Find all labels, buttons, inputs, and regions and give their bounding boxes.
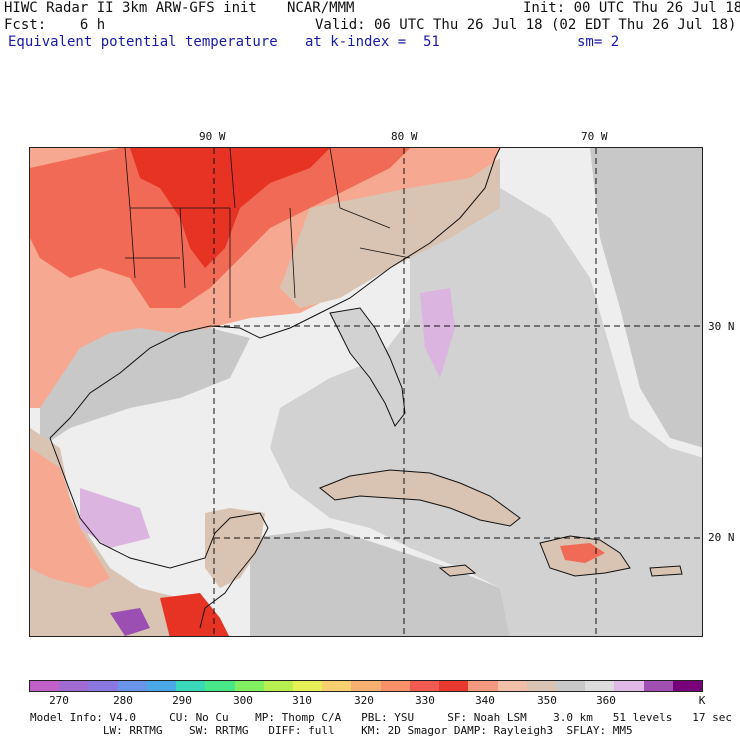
colorbar-tick-label: 360	[596, 694, 616, 707]
mexico-warm	[30, 448, 110, 588]
caribbean-gray	[250, 528, 510, 636]
footer-model-info: Model Info: V4.0 CU: No Cu MP: Thomp C/A…	[30, 711, 732, 724]
colorbar-tick-label: 350	[537, 694, 557, 707]
colorbar-swatch	[555, 681, 586, 691]
puerto-rico	[649, 565, 683, 577]
gulf-gray	[40, 318, 250, 448]
jamaica	[438, 564, 477, 577]
atlantic-gray-east	[590, 148, 702, 448]
southeast-tan	[280, 158, 500, 308]
mexico-coastline	[49, 437, 269, 629]
colorbar-swatch	[88, 681, 118, 691]
colorbar-swatch	[322, 681, 352, 691]
colorbar-tick-label: 320	[354, 694, 374, 707]
colorbar-tick-label: 340	[475, 694, 495, 707]
colorbar-swatch	[409, 681, 440, 691]
valid-time: Valid: 06 UTC Thu 26 Jul 18 (02 EDT Thu …	[315, 17, 737, 33]
lavender-patch-gulf	[80, 488, 150, 548]
theta-e-map	[29, 147, 703, 637]
central-america-red	[160, 593, 229, 636]
purple-patch-pacific	[110, 608, 150, 636]
colorbar-tick-label: 300	[233, 694, 253, 707]
colorbar-swatch	[497, 681, 527, 691]
lon-label-70w: 70 W	[581, 130, 608, 143]
lon-label-90w: 90 W	[199, 130, 226, 143]
colorbar-swatch	[439, 681, 469, 691]
colorbar-swatch	[614, 681, 644, 691]
lat-label-30n: 30 N	[708, 320, 735, 333]
colorbar-swatch	[205, 681, 235, 691]
colorbar-labels: 270 280 290 300 310 320 330 340 350 360 K	[29, 694, 709, 708]
florida	[329, 307, 406, 427]
colorbar-tick-label: K	[698, 694, 706, 707]
colorbar-swatch	[292, 681, 323, 691]
colorbar-swatch	[146, 681, 177, 691]
init-time: Init: 00 UTC Thu 26 Jul 18	[523, 0, 740, 16]
state-borders	[124, 148, 411, 318]
colorbar	[29, 680, 703, 692]
colorbar-swatch	[643, 681, 673, 691]
colorbar-tick-label: 310	[292, 694, 312, 707]
colorbar-swatch	[351, 681, 381, 691]
colorbar-swatch	[380, 681, 410, 691]
footer-physics-info: LW: RRTMG SW: RRTMG DIFF: full KM: 2D Sm…	[30, 724, 633, 737]
colorbar-swatch	[59, 681, 89, 691]
colorbar-swatch	[526, 681, 556, 691]
colorbar-swatch	[263, 681, 293, 691]
colorbar-swatch	[30, 681, 60, 691]
field-name: Equivalent potential temperature	[8, 34, 278, 50]
hispaniola-hot	[560, 543, 605, 563]
graticule	[213, 148, 702, 636]
colorbar-swatch	[585, 681, 615, 691]
colorbar-tick-label: 270	[49, 694, 69, 707]
lat-label-20n: 20 N	[708, 531, 735, 544]
colorbar-tick-label: 280	[113, 694, 133, 707]
lavender-patch-atlantic	[420, 288, 455, 378]
ocean-gray-band	[270, 188, 702, 636]
smoothing-label: sm= 2	[577, 34, 620, 50]
colorbar-swatch	[672, 681, 703, 691]
level-index: at k-index = 51	[305, 34, 440, 50]
colorbar-swatch	[234, 681, 264, 691]
model-title: HIWC Radar II 3km ARW-GFS init	[4, 0, 257, 16]
colorbar-tick-label: 330	[415, 694, 435, 707]
cuba	[319, 469, 521, 527]
org-label: NCAR/MMM	[287, 0, 355, 16]
lon-label-80w: 80 W	[391, 130, 418, 143]
colorbar-swatch	[176, 681, 206, 691]
map-canvas	[30, 148, 702, 636]
colorbar-tick-label: 290	[172, 694, 192, 707]
colorbar-swatch	[117, 681, 147, 691]
forecast-hour: Fcst: 6 h	[4, 17, 106, 33]
us-coastline	[49, 148, 501, 439]
colorbar-swatch	[468, 681, 498, 691]
